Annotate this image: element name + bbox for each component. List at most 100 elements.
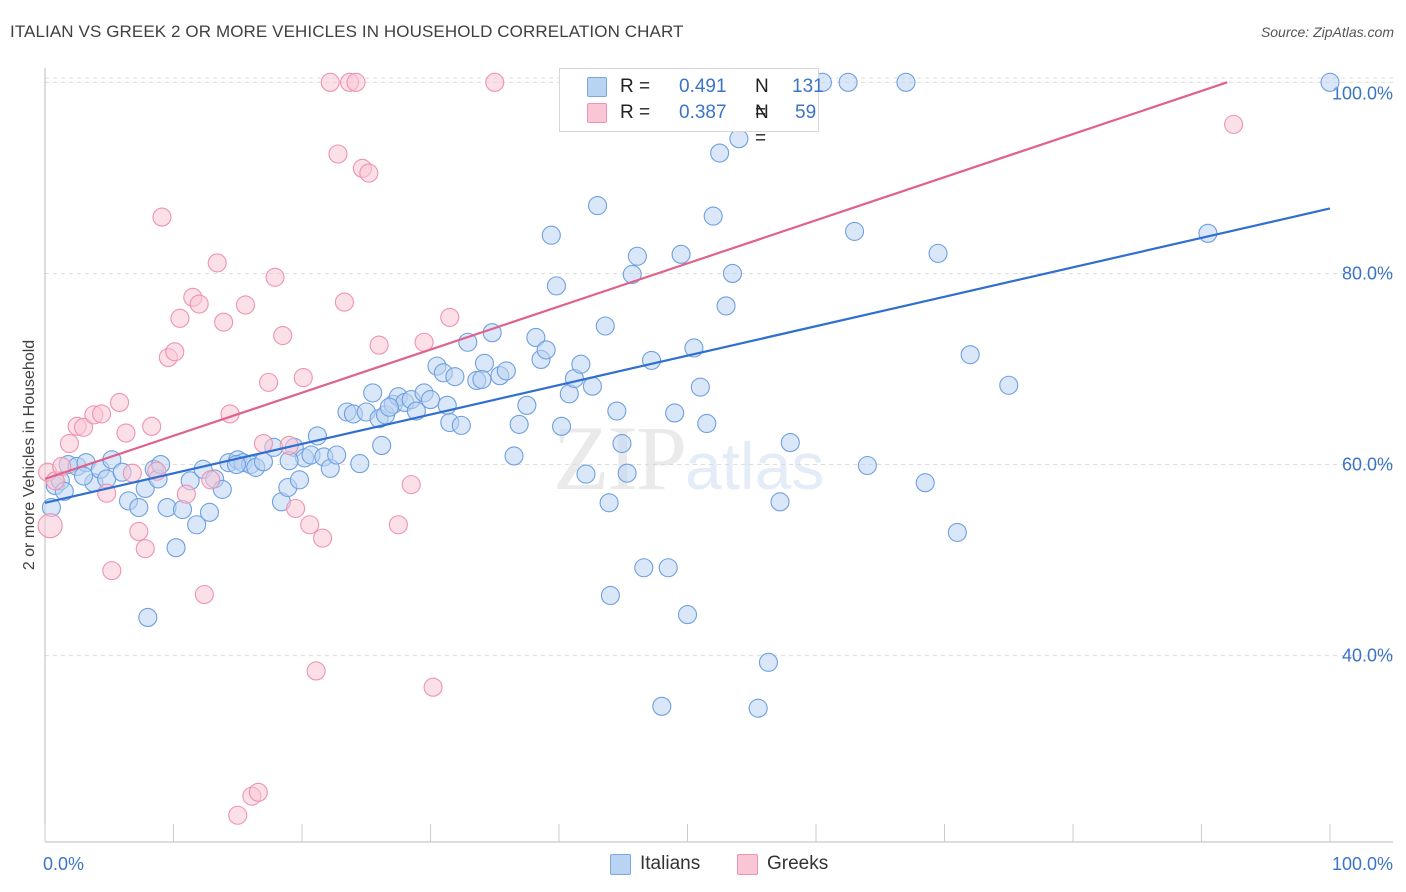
greeks-swatch <box>587 103 607 123</box>
italians-swatch <box>587 77 607 97</box>
greeks-point <box>423 677 443 697</box>
italians-point <box>350 454 370 474</box>
italians-point <box>703 206 723 226</box>
italians-point <box>504 446 524 466</box>
italians-point <box>472 369 492 390</box>
italians-legend-swatch <box>610 854 631 875</box>
greeks-point <box>207 253 227 273</box>
y-axis-title: 2 or more Vehicles in Household <box>21 339 38 571</box>
correlation-legend: R = 0.491 N = 131 R = 0.387 N = 59 <box>559 68 824 149</box>
greeks-point <box>273 326 293 346</box>
greeks-point <box>165 342 185 362</box>
italians-point <box>420 390 441 410</box>
greeks-point <box>293 368 313 388</box>
italians-point <box>595 316 615 336</box>
italians-point <box>576 464 596 484</box>
greeks-point <box>201 470 221 490</box>
italians-point <box>838 72 858 92</box>
legend-n-label: N = <box>755 76 769 123</box>
italians-point <box>844 221 865 241</box>
greeks-point <box>189 294 209 314</box>
italians-trendline <box>44 207 1331 504</box>
greeks-point <box>440 307 460 327</box>
greeks-legend-swatch <box>737 854 758 875</box>
italians-point <box>960 345 980 365</box>
greeks-point <box>259 372 279 392</box>
italians-point <box>199 502 220 522</box>
italians-point <box>166 538 186 558</box>
greeks-point <box>135 539 155 559</box>
italians-point <box>363 383 383 403</box>
italians-point <box>546 276 566 296</box>
italians-point <box>599 493 619 513</box>
greeks-point <box>116 423 136 443</box>
greeks-point <box>320 72 340 92</box>
italians-legend-label: Italians <box>640 853 701 874</box>
x-tick-label: 0.0% <box>43 854 84 874</box>
greeks-point <box>59 433 79 454</box>
italians-point <box>617 463 637 483</box>
italians-point <box>697 413 717 434</box>
italians-point <box>138 607 158 627</box>
italians-point <box>129 498 149 518</box>
italians-point <box>716 296 736 316</box>
y-tick-label: 80.0% <box>1342 263 1393 283</box>
italians-point <box>652 696 672 716</box>
italians-point <box>289 470 309 490</box>
legend-r-label: R = <box>620 102 651 123</box>
italians-point <box>710 143 730 163</box>
italians-point <box>947 522 967 542</box>
greeks-point <box>253 433 274 454</box>
italians-point <box>536 340 556 360</box>
italians-point <box>748 698 768 718</box>
italians-point <box>526 327 546 348</box>
italians-point <box>74 466 94 486</box>
greeks-point <box>388 515 408 535</box>
italians-point <box>915 473 935 493</box>
italians-point <box>671 244 691 264</box>
italians-point <box>627 246 647 266</box>
italians-point <box>406 401 426 421</box>
italians-point <box>641 350 662 370</box>
greeks-legend-label: Greeks <box>767 853 829 874</box>
italians-point <box>729 129 749 149</box>
greeks-point <box>37 513 63 539</box>
greeks-point <box>313 528 333 548</box>
italians-point <box>612 433 632 454</box>
greeks-point <box>1224 114 1244 134</box>
greeks-point <box>129 521 149 541</box>
italians-point <box>552 416 572 436</box>
italians-r-value: 0.491 <box>679 76 727 97</box>
greeks-point <box>235 295 256 315</box>
italians-point <box>658 558 678 578</box>
greeks-point <box>334 292 354 312</box>
greeks-point <box>228 805 248 825</box>
italians-point <box>379 397 399 417</box>
italians-point <box>928 243 948 263</box>
italians-point <box>857 455 877 476</box>
italians-point <box>445 367 465 387</box>
italians-point <box>571 354 591 374</box>
greeks-point <box>152 207 172 227</box>
italians-point <box>187 515 207 535</box>
italians-point <box>634 558 654 578</box>
greeks-point <box>170 308 190 328</box>
greeks-point <box>300 515 320 535</box>
italians-point <box>327 445 347 465</box>
greeks-point <box>122 463 142 483</box>
legend-n-label: N = <box>755 102 769 149</box>
greeks-trendline <box>44 81 1228 480</box>
italians-point <box>509 414 529 434</box>
italians-point <box>541 225 561 245</box>
italians-point <box>999 375 1019 395</box>
italians-point <box>517 395 537 415</box>
italians-point <box>665 403 685 423</box>
italians-point <box>1320 72 1340 92</box>
italians-point <box>722 263 743 283</box>
greeks-point <box>401 475 421 495</box>
italians-point <box>770 492 790 512</box>
watermark-atlas: atlas <box>685 429 825 503</box>
greeks-point <box>286 498 306 519</box>
legend-r-label: R = <box>620 76 651 97</box>
